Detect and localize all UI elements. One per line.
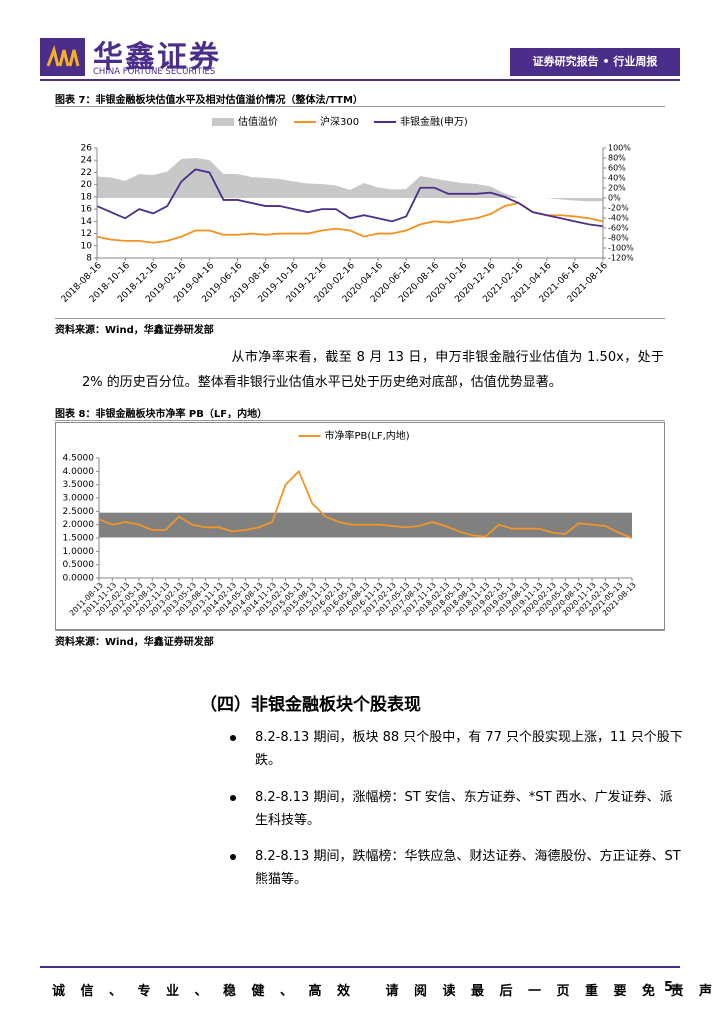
y-tick-label: 3.5000 bbox=[63, 480, 95, 490]
brand: 华鑫证券 bbox=[93, 40, 221, 75]
bullet: 8.2-8.13 期间，跌幅榜：华铁应急、财达证券、海德股份、方正证券、ST 熊… bbox=[255, 849, 681, 887]
area bbox=[97, 158, 603, 202]
legend-label: 市净率PB(LF,内地) bbox=[325, 429, 410, 442]
y-tick-label: 20 bbox=[81, 180, 93, 190]
footer-rule bbox=[40, 966, 680, 968]
y-tick-label: 16 bbox=[81, 205, 93, 215]
logo bbox=[40, 38, 85, 76]
y2-tick-label: 40% bbox=[608, 174, 626, 183]
y-tick-label: 4.5000 bbox=[63, 454, 95, 464]
y2-tick-label: 80% bbox=[608, 154, 626, 163]
y2-tick-label: -40% bbox=[608, 214, 629, 223]
y-tick-label: 8 bbox=[86, 254, 92, 264]
report-type: 证券研究报告 • 行业周报 bbox=[510, 48, 680, 76]
source-rule bbox=[55, 630, 665, 631]
bullet-dot bbox=[230, 735, 236, 741]
section-title: （四）非银金融板块个股表现 bbox=[200, 695, 421, 715]
line bbox=[96, 168, 604, 228]
y-tick-label: 2.0000 bbox=[63, 520, 95, 530]
y-tick-label: 10 bbox=[81, 241, 93, 251]
legend-label: 非银金融(申万) bbox=[400, 115, 468, 128]
caption-rule bbox=[55, 420, 665, 421]
figure-caption: 图表 8：非银金融板块市净率 PB（LF，内地） bbox=[55, 409, 268, 420]
legend-swatch bbox=[212, 118, 234, 126]
header-rule bbox=[40, 79, 680, 81]
y-tick-label: 1.5000 bbox=[63, 534, 95, 544]
y2-tick-label: 60% bbox=[608, 164, 626, 173]
page-number: 5 bbox=[664, 980, 674, 995]
y-tick-label: 18 bbox=[81, 192, 93, 202]
line bbox=[98, 469, 633, 539]
y2-tick-label: -20% bbox=[608, 204, 629, 213]
y-tick-label: 24 bbox=[81, 156, 93, 166]
y2-tick-label: 100% bbox=[608, 144, 631, 153]
y-tick-label: 14 bbox=[81, 217, 93, 227]
figure-caption: 图表 7：非银金融板块估值水平及相对估值溢价情况（整体法/TTM） bbox=[55, 95, 363, 106]
brand-en: CHINA FORTUNE SECURITIES bbox=[93, 67, 216, 77]
y2-tick-label: -80% bbox=[608, 234, 629, 243]
source: 资料来源：Wind，华鑫证券研发部 bbox=[55, 325, 214, 336]
y2-tick-label: 20% bbox=[608, 184, 626, 193]
y-tick-label: 2.5000 bbox=[63, 507, 95, 517]
legend-label: 估值溢价 bbox=[238, 115, 278, 128]
chart-frame bbox=[55, 422, 665, 630]
paragraph: 从市净率来看，截至 8 月 13 日，申万非银金融行业估值为 1.50x，处于 … bbox=[82, 350, 664, 390]
bullet: 8.2-8.13 期间，涨幅榜：ST 安信、东方证券、*ST 西水、广发证券、派… bbox=[255, 790, 673, 828]
y2-tick-label: -120% bbox=[608, 254, 634, 263]
y2-tick-label: -100% bbox=[608, 244, 634, 253]
y-tick-label: 3.0000 bbox=[63, 494, 95, 504]
chart: 8 10 12 14 16 18 20 22 24 26 -120%-100%-80%-60%-40… bbox=[60, 115, 634, 305]
source: 资料来源：Wind，华鑫证券研发部 bbox=[55, 637, 214, 648]
legend-label: 沪深300 bbox=[320, 115, 359, 128]
y-tick-label: 12 bbox=[81, 229, 92, 239]
y-tick-label: 0.5000 bbox=[63, 560, 95, 570]
source-rule bbox=[55, 318, 665, 319]
footer-slogan: 诚信、专业、稳健、高效 请阅读最后一页重要免责声明 bbox=[52, 984, 724, 999]
y-tick-label: 1.0000 bbox=[63, 547, 95, 557]
y-tick-label: 0.0000 bbox=[63, 574, 95, 584]
bullet-dot bbox=[230, 854, 236, 860]
y2-tick-label: -60% bbox=[608, 224, 629, 233]
y2-tick-label: 0% bbox=[608, 194, 621, 203]
y-tick-label: 22 bbox=[81, 168, 92, 178]
caption-rule bbox=[55, 106, 665, 107]
bullet: 8.2-8.13 期间，板块 88 只个股中，有 77 只个股实现上涨，11 只… bbox=[255, 730, 683, 768]
bullet-dot bbox=[230, 795, 236, 801]
y-tick-label: 26 bbox=[81, 144, 93, 154]
chart: 0.0000 0.5000 1.0000 1.5000 2.0000 2.5000 3.00… bbox=[55, 422, 665, 630]
y-tick-label: 4.0000 bbox=[63, 467, 95, 477]
